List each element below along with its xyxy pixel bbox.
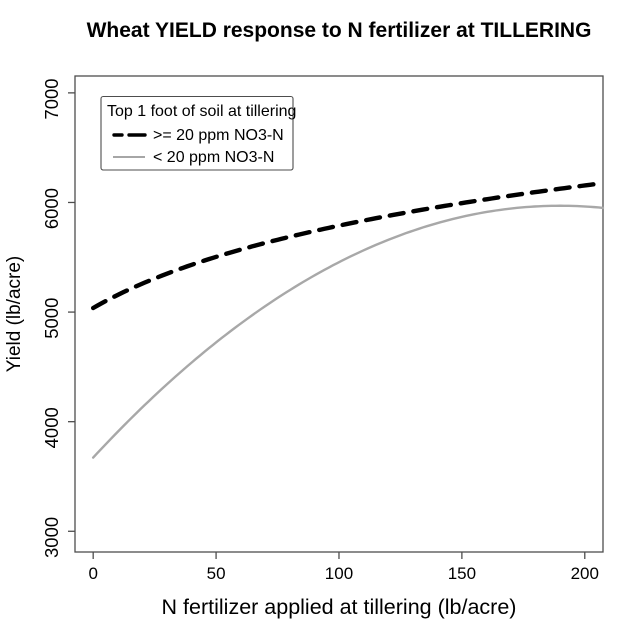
svg-text:5000: 5000 <box>41 298 62 339</box>
svg-text:Yield (lb/acre): Yield (lb/acre) <box>4 256 25 373</box>
svg-text:100: 100 <box>325 564 353 583</box>
svg-text:6000: 6000 <box>41 188 62 229</box>
svg-text:4000: 4000 <box>41 407 62 448</box>
svg-text:3000: 3000 <box>41 517 62 558</box>
svg-text:0: 0 <box>88 564 97 583</box>
svg-text:7000: 7000 <box>41 78 62 119</box>
svg-text:200: 200 <box>571 564 599 583</box>
svg-text:Top 1 foot of soil at tillerin: Top 1 foot of soil at tillering <box>107 103 296 120</box>
svg-text:< 20 ppm NO3-N: < 20 ppm NO3-N <box>153 149 274 166</box>
svg-text:>= 20 ppm NO3-N: >= 20 ppm NO3-N <box>153 127 284 144</box>
svg-text:50: 50 <box>207 564 226 583</box>
svg-text:150: 150 <box>448 564 476 583</box>
svg-text:N fertilizer applied at tiller: N fertilizer applied at tillering (lb/ac… <box>162 595 517 619</box>
